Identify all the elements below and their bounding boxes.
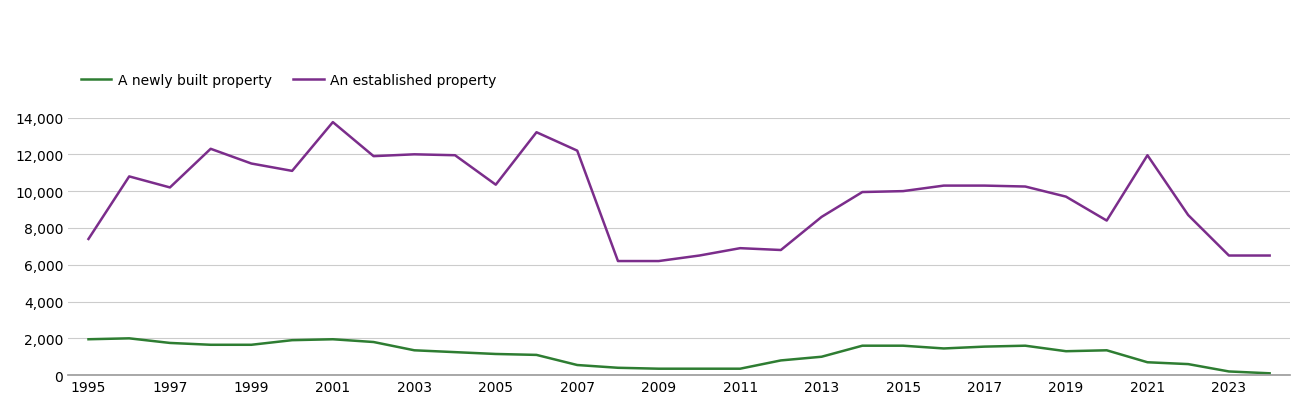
A newly built property — [162, 341, 177, 346]
An established property — [488, 183, 504, 188]
An established property — [448, 153, 463, 158]
An established property — [1221, 254, 1237, 258]
An established property — [773, 248, 788, 253]
A newly built property — [121, 336, 137, 341]
An established property — [365, 154, 381, 159]
An established property — [162, 186, 177, 191]
A newly built property — [1180, 362, 1195, 366]
A newly built property — [651, 366, 667, 371]
Line: An established property: An established property — [89, 123, 1270, 261]
A newly built property — [406, 348, 422, 353]
An established property — [732, 246, 748, 251]
An established property — [1018, 184, 1034, 189]
A newly built property — [488, 352, 504, 357]
An established property — [1099, 218, 1114, 223]
An established property — [936, 184, 951, 189]
A newly built property — [1262, 371, 1278, 376]
A newly built property — [895, 344, 911, 348]
A newly built property — [1221, 369, 1237, 374]
An established property — [202, 147, 218, 152]
A newly built property — [976, 344, 992, 349]
An established property — [855, 190, 870, 195]
A newly built property — [284, 338, 300, 343]
An established property — [284, 169, 300, 174]
An established property — [325, 120, 341, 125]
A newly built property — [855, 344, 870, 348]
A newly built property — [1099, 348, 1114, 353]
An established property — [814, 215, 830, 220]
A newly built property — [1018, 344, 1034, 348]
A newly built property — [936, 346, 951, 351]
A newly built property — [244, 342, 260, 347]
An established property — [1180, 213, 1195, 218]
An established property — [81, 237, 97, 242]
A newly built property — [692, 366, 707, 371]
An established property — [895, 189, 911, 194]
An established property — [1058, 195, 1074, 200]
A newly built property — [773, 358, 788, 363]
A newly built property — [1139, 360, 1155, 365]
A newly built property — [325, 337, 341, 342]
A newly built property — [569, 363, 585, 368]
A newly built property — [1058, 349, 1074, 354]
An established property — [976, 184, 992, 189]
A newly built property — [529, 353, 544, 357]
A newly built property — [81, 337, 97, 342]
An established property — [569, 149, 585, 154]
An established property — [1139, 153, 1155, 158]
An established property — [406, 153, 422, 157]
An established property — [611, 259, 626, 264]
Line: A newly built property: A newly built property — [89, 339, 1270, 373]
A newly built property — [448, 350, 463, 355]
A newly built property — [814, 355, 830, 360]
An established property — [651, 259, 667, 264]
An established property — [244, 162, 260, 166]
An established property — [1262, 254, 1278, 258]
A newly built property — [365, 340, 381, 345]
A newly built property — [202, 342, 218, 347]
A newly built property — [611, 365, 626, 370]
An established property — [692, 254, 707, 258]
A newly built property — [732, 366, 748, 371]
Legend: A newly built property, An established property: A newly built property, An established p… — [76, 69, 502, 94]
An established property — [121, 175, 137, 180]
An established property — [529, 130, 544, 135]
